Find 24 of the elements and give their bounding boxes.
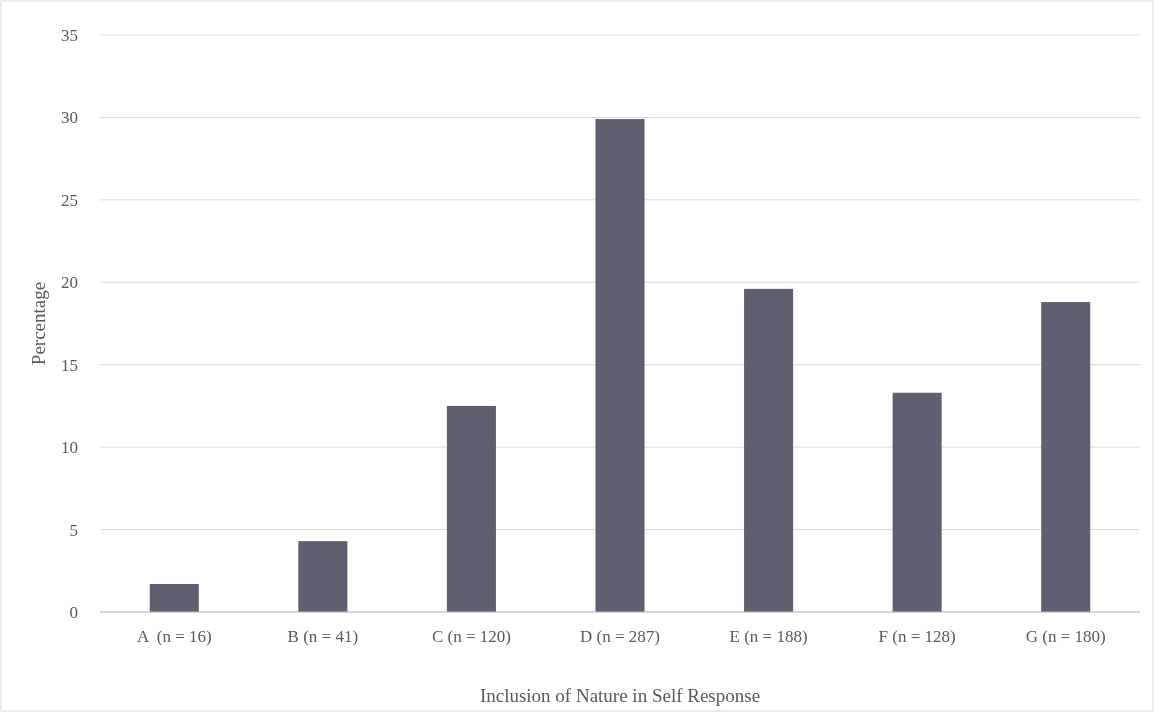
- bar: [892, 392, 942, 612]
- x-tick-label: A (n = 16): [136, 627, 212, 646]
- y-tick-label: 35: [61, 25, 78, 45]
- y-tick-label: 15: [61, 355, 78, 375]
- y-tick-label: 10: [61, 438, 78, 458]
- x-tick-label: F (n = 128): [878, 627, 956, 646]
- y-tick-label: 5: [69, 520, 78, 540]
- bar: [1041, 302, 1091, 612]
- bar: [446, 405, 496, 612]
- y-tick-label: 30: [61, 108, 78, 128]
- x-tick-label: D (n = 287): [580, 627, 660, 646]
- bar: [298, 541, 348, 612]
- x-tick-label: G (n = 180): [1025, 627, 1106, 646]
- x-tick-label: C (n = 120): [431, 627, 511, 646]
- x-tick-label: B (n = 41): [287, 627, 359, 646]
- y-tick-label: 0: [69, 602, 78, 622]
- x-axis-title: Inclusion of Nature in Self Response: [479, 685, 761, 706]
- y-axis-title: Percentage: [28, 281, 49, 366]
- y-tick-label: 25: [61, 190, 78, 210]
- bar: [595, 119, 645, 612]
- bar: [149, 583, 199, 612]
- bar: [744, 288, 794, 612]
- x-tick-label: E (n = 188): [729, 627, 808, 646]
- y-tick-label: 20: [61, 273, 78, 293]
